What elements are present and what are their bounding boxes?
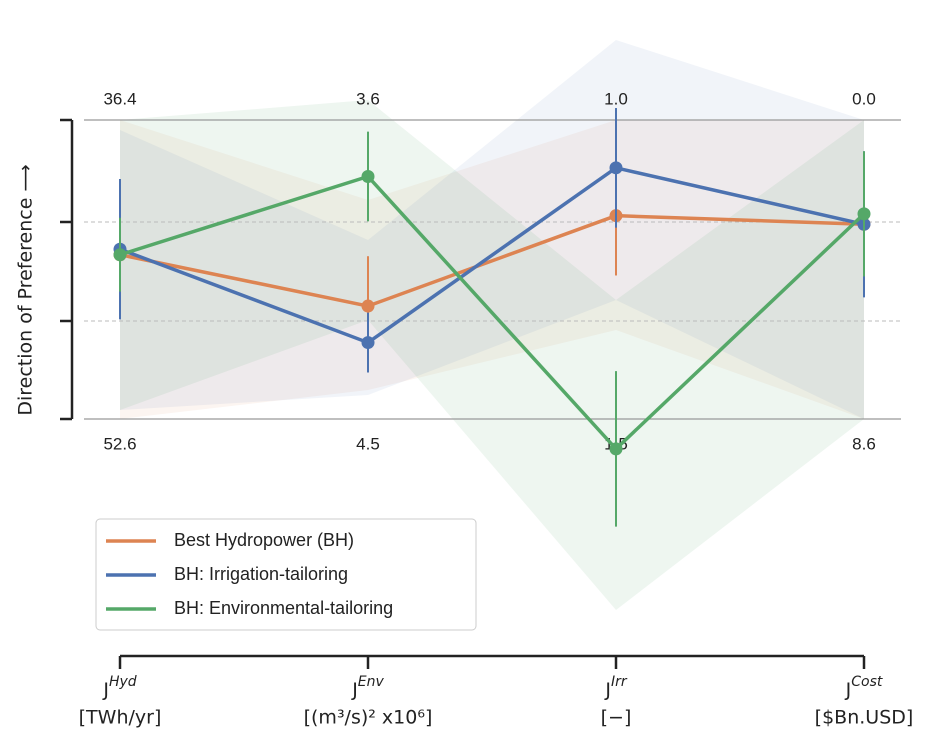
series-line: [119, 174, 866, 452]
axis-unit: [$Bn.USD]: [815, 707, 914, 729]
point: [113, 248, 127, 262]
axis-bottom-label: 8.6: [852, 434, 876, 453]
point: [857, 207, 871, 221]
axis-symbol: J: [845, 679, 852, 701]
trace-band: [120, 40, 864, 419]
axis-name: JEnv: [351, 674, 384, 701]
axis-name: JCost: [845, 674, 883, 701]
legend-box: [95, 518, 477, 631]
axis-superscript: Irr: [611, 674, 628, 690]
axis-superscript: Hyd: [109, 674, 137, 690]
point: [609, 161, 623, 175]
axis-top-label: 0.0: [852, 89, 876, 108]
point: [361, 336, 375, 350]
axis-superscript: Env: [358, 674, 385, 690]
axis-superscript: Cost: [851, 674, 883, 690]
axis-name: JHyd: [102, 674, 136, 701]
left-spine: [60, 118, 74, 421]
axis-top-label: 3.6: [356, 89, 380, 108]
point: [609, 442, 623, 456]
point: [361, 169, 375, 183]
trace-band: [120, 100, 864, 610]
legend-label: BH: Irrigation-tailoring: [174, 564, 348, 584]
series-line: [119, 165, 865, 345]
axis-unit: [(m³/s)² x10⁶]: [304, 707, 433, 729]
legend-label: BH: Environmental-tailoring: [174, 598, 393, 618]
axis-symbol: J: [102, 679, 109, 701]
axis-bottom-label: 52.6: [103, 434, 136, 453]
point: [361, 299, 375, 313]
axis-symbol: J: [604, 679, 611, 701]
axis-unit: [TWh/yr]: [79, 707, 162, 729]
axis-bottom-label: 4.5: [356, 434, 380, 453]
axis-name: JIrr: [604, 674, 627, 701]
legend-label: Best Hydropower (BH): [174, 530, 354, 550]
y-axis-label: Direction of Preference ⟶: [15, 164, 37, 415]
axis-top-label: 36.4: [103, 89, 136, 108]
series-line: [119, 213, 865, 308]
axis-symbol: J: [351, 679, 358, 701]
axis-unit: [−]: [601, 707, 632, 729]
axis-top-label: 1.0: [604, 89, 628, 108]
